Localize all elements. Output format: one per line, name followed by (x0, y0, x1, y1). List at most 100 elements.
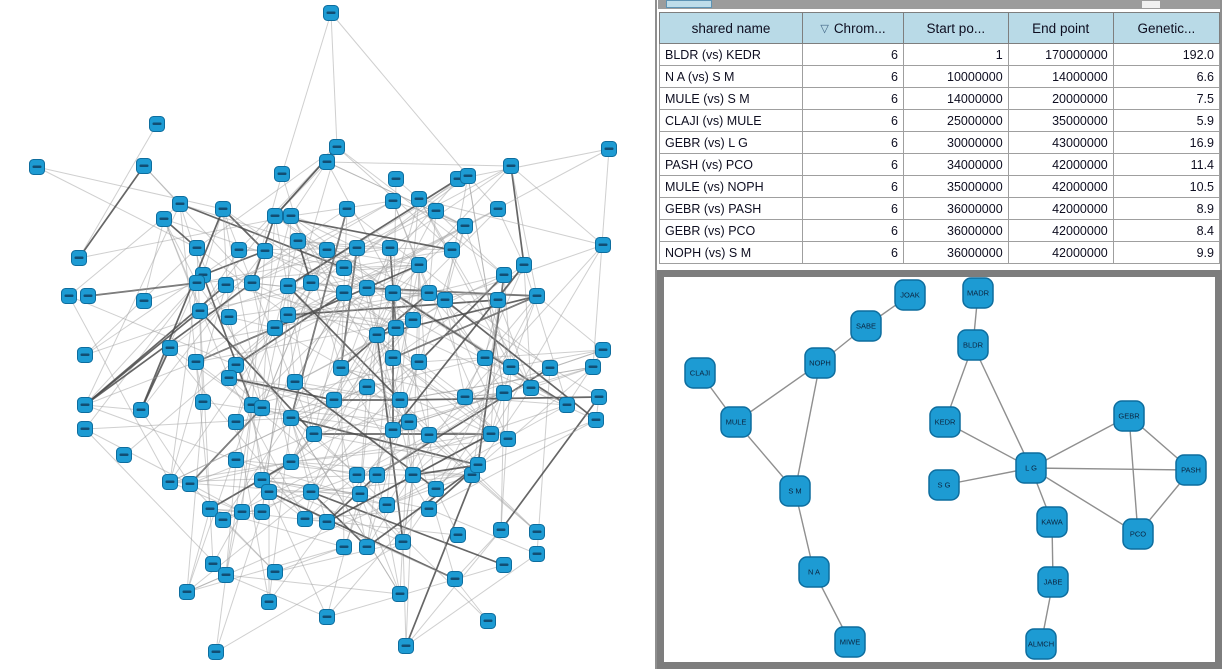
table-row[interactable]: N A (vs) S M 6 10000000 14000000 6.6 (659, 65, 1221, 88)
network-node[interactable] (188, 354, 204, 370)
column-header-0[interactable]: shared name (659, 12, 803, 44)
table-row[interactable]: PASH (vs) PCO 6 34000000 42000000 11.4 (659, 153, 1221, 176)
network-node[interactable] (71, 250, 87, 266)
network-node[interactable]: KEDR (929, 406, 961, 438)
network-node[interactable] (398, 638, 414, 654)
network-node[interactable] (516, 257, 532, 273)
network-node[interactable] (405, 467, 421, 483)
network-node[interactable]: KAWA (1036, 506, 1068, 538)
network-node[interactable] (254, 504, 270, 520)
table-row[interactable]: GEBR (vs) PCO 6 36000000 42000000 8.4 (659, 219, 1221, 242)
network-node[interactable] (477, 350, 493, 366)
network-node[interactable] (529, 288, 545, 304)
network-node[interactable] (352, 486, 368, 502)
network-node[interactable] (359, 280, 375, 296)
network-node[interactable] (369, 327, 385, 343)
network-node[interactable] (218, 277, 234, 293)
network-node[interactable] (297, 511, 313, 527)
network-node[interactable] (428, 481, 444, 497)
network-node[interactable] (303, 275, 319, 291)
column-header-3[interactable]: End point (1007, 12, 1114, 44)
network-node[interactable] (500, 431, 516, 447)
network-node[interactable] (319, 514, 335, 530)
network-node[interactable] (542, 360, 558, 376)
network-node[interactable]: BLDR (957, 329, 989, 361)
network-node[interactable]: NOPH (804, 347, 836, 379)
table-row[interactable]: GEBR (vs) L G 6 30000000 43000000 16.9 (659, 131, 1221, 154)
network-node[interactable] (228, 414, 244, 430)
network-node[interactable] (411, 354, 427, 370)
network-node[interactable] (395, 534, 411, 550)
network-node[interactable] (179, 584, 195, 600)
network-node[interactable]: SABE (850, 310, 882, 342)
scrollbar-thumb[interactable] (666, 0, 712, 8)
network-node[interactable] (215, 201, 231, 217)
network-node[interactable]: MIWE (834, 626, 866, 658)
network-node[interactable] (421, 501, 437, 517)
network-node[interactable] (428, 203, 444, 219)
table-row[interactable]: MULE (vs) NOPH 6 35000000 42000000 10.5 (659, 175, 1221, 198)
network-node[interactable] (116, 447, 132, 463)
network-node[interactable] (595, 237, 611, 253)
network-node[interactable] (329, 139, 345, 155)
network-node[interactable] (319, 242, 335, 258)
network-node[interactable] (280, 307, 296, 323)
network-node[interactable]: GEBR (1113, 400, 1145, 432)
network-node[interactable] (493, 522, 509, 538)
network-node[interactable] (287, 374, 303, 390)
network-node[interactable] (421, 285, 437, 301)
network-node[interactable] (392, 586, 408, 602)
network-node[interactable] (136, 158, 152, 174)
network-node[interactable] (411, 191, 427, 207)
network-node[interactable] (149, 116, 165, 132)
network-node[interactable] (591, 389, 607, 405)
network-node[interactable] (231, 242, 247, 258)
network-node[interactable] (529, 546, 545, 562)
network-node[interactable] (136, 293, 152, 309)
network-node[interactable] (421, 427, 437, 443)
network-node[interactable] (208, 644, 224, 660)
network-node[interactable] (559, 397, 575, 413)
network-node[interactable] (382, 240, 398, 256)
network-node[interactable] (77, 421, 93, 437)
network-node[interactable] (388, 320, 404, 336)
network-node[interactable]: JOAK (894, 279, 926, 311)
column-header-2[interactable]: Start po... (902, 12, 1009, 44)
network-node[interactable] (189, 240, 205, 256)
network-node[interactable] (61, 288, 77, 304)
network-node[interactable] (77, 347, 93, 363)
network-node[interactable] (483, 426, 499, 442)
network-node[interactable] (523, 380, 539, 396)
network-node[interactable] (369, 467, 385, 483)
network-node[interactable] (195, 394, 211, 410)
network-node[interactable] (218, 567, 234, 583)
network-node[interactable] (496, 557, 512, 573)
network-node[interactable] (588, 412, 604, 428)
network-node[interactable] (215, 512, 231, 528)
network-node[interactable] (261, 594, 277, 610)
network-node[interactable] (267, 208, 283, 224)
network-node[interactable] (385, 422, 401, 438)
network-node[interactable] (470, 457, 486, 473)
network-node[interactable] (339, 201, 355, 217)
network-node[interactable] (162, 340, 178, 356)
network-node[interactable] (349, 240, 365, 256)
table-row[interactable]: GEBR (vs) PASH 6 36000000 42000000 8.9 (659, 197, 1221, 220)
network-node[interactable] (257, 243, 273, 259)
network-node[interactable] (333, 360, 349, 376)
network-node[interactable] (205, 556, 221, 572)
network-node[interactable] (77, 397, 93, 413)
network-node[interactable] (267, 320, 283, 336)
network-node[interactable] (460, 168, 476, 184)
overview-network-canvas[interactable] (0, 0, 655, 669)
network-node[interactable]: PASH (1175, 454, 1207, 486)
network-node[interactable] (156, 211, 172, 227)
network-node[interactable]: S M (779, 475, 811, 507)
filter-icon[interactable]: ▽ (820, 22, 829, 35)
network-node[interactable]: CLAJI (684, 357, 716, 389)
network-node[interactable] (280, 278, 296, 294)
network-node[interactable] (490, 201, 506, 217)
network-node[interactable] (319, 154, 335, 170)
table-row[interactable]: MULE (vs) S M 6 14000000 20000000 7.5 (659, 87, 1221, 110)
network-node[interactable] (162, 474, 178, 490)
